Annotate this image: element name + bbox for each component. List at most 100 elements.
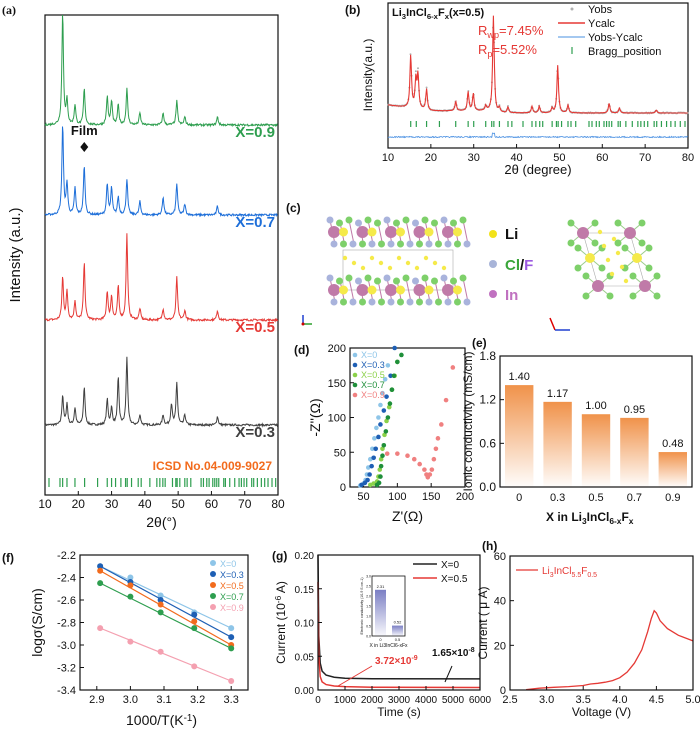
cl-f-atom [425,298,433,306]
dc-g-ylabel: Current (10-6 A) [273,581,288,664]
inset-xlabel: X in Li3InCl6-xFx [369,643,408,649]
nyquist-point [380,446,385,452]
nyquist-d-ylabel: -Z''(Ω) [307,398,323,436]
dc-g-xtick-label: 4000 [415,695,438,706]
conductivity-bar-value: 0.48 [662,438,683,450]
panel-label-h: (h) [482,539,497,553]
lsv-h-ytick-label: 20 [494,640,506,652]
bond [405,277,412,303]
cl-f-atom [393,277,400,285]
text-span: x [629,516,634,526]
nyquist-d-ytick-label: 50 [334,447,346,459]
nyquist-point [386,404,392,410]
arrhenius-f-ytick-label: -2.4 [57,573,76,585]
nyquist-point [381,408,387,413]
arrhenius-point [157,592,164,599]
cl-f-atom [412,219,419,227]
nyquist-d-xtick-label: 200 [456,491,474,503]
nyquist-point [373,446,379,452]
cl-f-legend-dot [489,260,497,268]
rietveld-b-frame [387,2,689,149]
li-atom [623,278,629,284]
yobs-point [425,86,428,89]
dc-g-ytick-label: 0.05 [295,652,315,663]
cl-f-atom [359,240,366,248]
yobs-point [417,67,419,70]
xrd-a-xtick-label: 80 [271,497,285,511]
dc-g-xtick-label: 5000 [442,695,465,706]
text-span: Current (10 [274,603,288,664]
arrhenius-f-ytick-label: -3.0 [57,640,76,652]
arrhenius-legend-label: X=0.3 [220,570,244,580]
in-atom [328,226,340,238]
rietveld-b-xlabel: 2θ (degree) [504,162,571,177]
nyquist-point [384,418,389,424]
yobs-point [409,53,412,56]
xrd-a-series-label: X=0.7 [235,214,275,231]
li-atom [619,264,625,270]
conductivity-e-ylabel: Ionic conductivity (mS/cm) [461,351,475,491]
lsv-h-ylabel-text: Current ( μ A) [476,587,490,660]
text-span: =5.52% [492,42,537,57]
nyquist-point [359,482,364,488]
cl-f-atom [355,277,362,285]
inset-ytick-label: 0.5 [366,625,371,629]
text-span: 3 [550,572,554,579]
cl-f-atom [402,216,410,224]
dc-g-xlabel: Time (s) [377,705,421,719]
text-span: F [438,7,445,19]
li-atom [432,260,438,266]
text-span: p [487,49,492,59]
nyquist-point [378,474,383,479]
panel-label-d: (d) [294,343,309,357]
nyquist-point [384,394,389,399]
film-diamond-marker [80,142,89,152]
text-span: Li [392,7,402,19]
cl-f-atom [374,219,381,227]
nyquist-point [370,446,375,452]
cl-f-atom [340,298,347,306]
nyquist-point [374,425,379,431]
arrhenius-f-xtick-label: 3.3 [224,694,239,706]
cl-f-atom [454,240,461,248]
nyquist-point [387,401,393,406]
li-atom [632,253,642,263]
nyquist-d-ytick-label: 150 [328,378,346,390]
lsv-h-xtick-label: 4.5 [649,694,664,706]
text-span: F [581,566,587,577]
conductivity-bar-value: 1.40 [508,371,529,383]
conductivity-e-ytick-label: 0.0 [479,480,496,494]
arrhenius-point [157,597,164,603]
xrd-a-series-label: X=0.5 [235,319,275,336]
dc-polarization-curve [317,581,481,689]
li-atom [414,265,420,271]
xrd-a-xtick-label: 40 [138,497,152,511]
nyquist-point [433,446,439,452]
nyquist-point [411,456,417,462]
legend-label: Yobs-Ycalc [588,32,643,44]
cl-atom [591,219,599,227]
arrhenius-fit-line [99,565,232,629]
conductivity-bar [620,417,649,487]
text-span: wp [486,30,499,40]
cl-f-atom [349,298,357,306]
panel-label-f: (f) [2,551,14,565]
conductivity-bar-value: 0.95 [624,404,645,416]
crystal-structure-view-2 [567,219,661,300]
arrhenius-point [97,580,104,587]
rietveld-b-xtick-label: 50 [553,152,565,164]
nyquist-point [405,453,410,459]
cl-f-atom [416,240,423,248]
cl-f-atom [326,274,334,282]
conductivity-bar-value: 1.17 [547,388,568,400]
li-atom [378,260,384,266]
in-legend-dot [489,290,497,298]
arrhenius-legend-marker [210,582,216,588]
inset-ytick-label: 0.0 [366,635,371,639]
xrd-a-xtick-label: 10 [38,497,52,511]
li-atom [367,227,377,237]
cl-f-atom [431,219,438,227]
inset-bar [375,589,386,636]
cl-f-atom [326,216,334,224]
cl-f-atom [349,240,357,248]
